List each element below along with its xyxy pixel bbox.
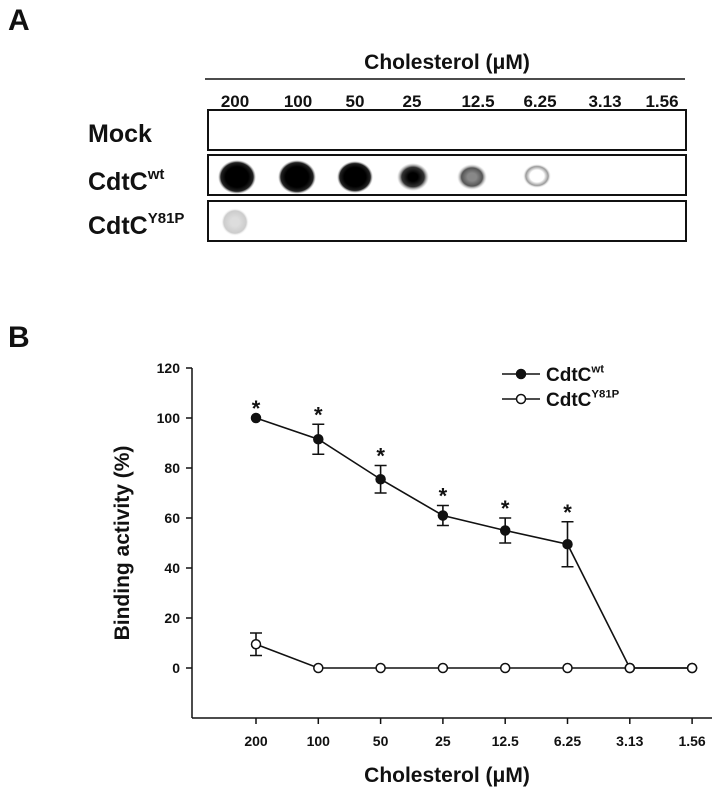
data-point (499, 525, 511, 536)
data-point (624, 662, 636, 674)
legend-label-base: CdtC (546, 390, 592, 411)
row-label-sup: wt (147, 166, 165, 183)
legend-label-sup: wt (590, 363, 604, 375)
y-tick-label: 120 (157, 360, 181, 376)
y-tick-label: 60 (164, 510, 180, 526)
panel-a: A Cholesterol (μM) 200 100 50 25 12.5 6.25 3.1… (8, 4, 687, 242)
row-label: CdtCwt (88, 166, 164, 196)
blot-dot (397, 163, 429, 191)
series-line (255, 417, 693, 669)
blot-strip (207, 154, 687, 196)
row-label-base: Mock (88, 120, 152, 148)
legend-label: CdtCwt (546, 363, 604, 386)
blot-strip (207, 109, 687, 151)
legend-marker (515, 368, 527, 380)
x-tick-label: 6.25 (554, 733, 581, 749)
data-point (437, 510, 449, 521)
panel-label: A (8, 4, 30, 37)
blot-dot (278, 160, 316, 194)
row-label-sup: Y81P (148, 210, 185, 227)
legend-label-sup: Y81P (591, 388, 619, 400)
data-point (437, 662, 449, 674)
significance-marker: * (252, 396, 261, 421)
data-point (686, 662, 698, 674)
data-point (313, 434, 324, 445)
x-tick-label: 25 (435, 733, 451, 749)
x-tick-label: 100 (307, 733, 331, 749)
column-label: 1.56 (645, 92, 678, 111)
blot-strip (207, 200, 687, 242)
significance-marker: * (376, 444, 385, 469)
column-label: 200 (221, 92, 249, 111)
significance-marker: * (563, 500, 572, 525)
series-line (255, 643, 693, 669)
column-label: 100 (284, 92, 312, 111)
data-point (250, 412, 262, 424)
x-tick-label: 50 (373, 733, 389, 749)
column-label: 6.25 (523, 92, 556, 111)
blot-dot (221, 208, 249, 236)
data-point (375, 662, 386, 674)
blot-dot (337, 161, 373, 193)
x-tick-label: 1.56 (678, 733, 705, 749)
row-label: CdtCY81P (88, 210, 184, 240)
y-tick-label: 20 (164, 610, 180, 626)
y-tick-label: 100 (157, 410, 181, 426)
blot-dot (523, 164, 551, 188)
blot-title: Cholesterol (μM) (364, 51, 530, 74)
row-label: Mock (88, 120, 152, 148)
panel-label: B (8, 321, 30, 354)
data-point (313, 662, 324, 674)
significance-marker: * (439, 484, 448, 509)
blot-dot (218, 160, 256, 194)
y-tick-label: 40 (164, 560, 180, 576)
legend-marker (515, 393, 527, 405)
y-axis-title: Binding activity (%) (111, 446, 134, 641)
column-label: 3.13 (588, 92, 621, 111)
column-label: 25 (403, 92, 422, 111)
row-label-base: CdtC (88, 168, 148, 196)
significance-marker: * (314, 402, 323, 427)
row-label-base: CdtC (88, 212, 148, 240)
y-tick-label: 80 (164, 460, 180, 476)
y-tick-label: 0 (172, 660, 180, 676)
data-point (499, 662, 511, 674)
data-point (562, 662, 573, 674)
x-axis-title: Cholesterol (μM) (364, 764, 530, 787)
x-tick-label: 3.13 (616, 733, 643, 749)
x-tick-label: 12.5 (492, 733, 519, 749)
legend-label-base: CdtC (546, 365, 592, 386)
significance-marker: * (501, 496, 510, 521)
blot-dot (457, 164, 487, 190)
data-point (562, 539, 573, 550)
data-point (250, 639, 262, 650)
column-label: 50 (346, 92, 365, 111)
panel-b: B 0 20 40 60 80 100 120 200 100 50 25 12.5 6.25 3.13 1.… (8, 321, 712, 787)
legend-label: CdtCY81P (546, 388, 620, 411)
data-point (375, 474, 386, 485)
x-tick-label: 200 (244, 733, 268, 749)
column-label: 12.5 (461, 92, 494, 111)
